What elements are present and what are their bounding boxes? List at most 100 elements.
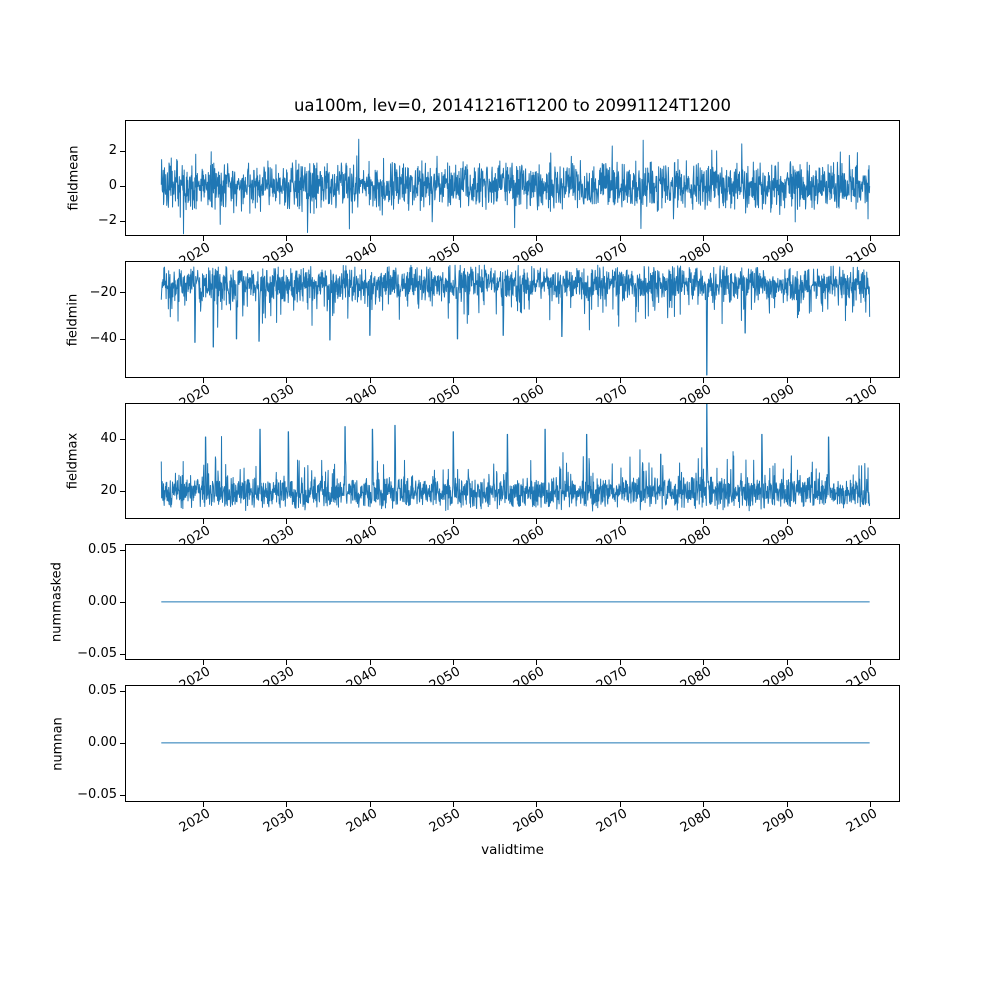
xtick-mark: [703, 236, 705, 242]
ytick-mark: [120, 794, 125, 796]
series-plot-fieldmin: [160, 264, 871, 376]
xtick-mark: [536, 377, 538, 383]
ytick-label: −0.05: [77, 787, 117, 803]
y-axis-label-fieldmin: fieldmin: [65, 293, 81, 346]
line-series-fieldmax: [160, 403, 871, 512]
xtick-label: 2060: [510, 805, 547, 836]
x-axis-label: validtime: [481, 842, 544, 858]
xtick-mark: [202, 801, 204, 807]
xtick-mark: [202, 660, 204, 666]
ytick-mark: [120, 338, 125, 340]
xtick-mark: [870, 801, 871, 807]
xtick-mark: [870, 236, 871, 242]
xtick-mark: [870, 519, 871, 525]
xtick-label: 2050: [427, 805, 464, 836]
ytick-mark: [120, 490, 125, 492]
subplot-nummasked: 0.05 0.00 −0.05: [77, 542, 900, 666]
series-plot-nummasked: [161, 601, 870, 603]
xtick-mark: [286, 377, 288, 383]
ytick-mark: [120, 185, 125, 187]
xtick-label: 2030: [260, 805, 297, 836]
xtick-mark: [202, 377, 204, 383]
xtick-mark: [369, 801, 371, 807]
ytick-mark: [120, 292, 125, 294]
xtick-mark: [536, 236, 538, 242]
line-series-fieldmin: [160, 264, 871, 376]
ytick-label: −0.05: [77, 646, 117, 661]
xtick-label: 2040: [343, 805, 381, 836]
xtick-mark: [453, 801, 454, 807]
xtick-mark: [536, 519, 538, 525]
xtick-mark: [202, 519, 204, 525]
xtick-label: 2070: [594, 805, 631, 836]
xtick-mark: [703, 660, 705, 666]
ytick-mark: [120, 653, 125, 655]
xtick-mark: [786, 801, 788, 807]
xtick-mark: [453, 660, 454, 666]
xtick-mark: [786, 519, 788, 525]
ytick-label: 20: [100, 483, 117, 499]
xtick-mark: [286, 519, 288, 525]
line-series-fieldmean: [160, 138, 871, 235]
series-plot-numnan: [161, 742, 870, 744]
y-axis-label-fieldmax: fieldmax: [65, 432, 81, 489]
xtick-mark: [619, 377, 621, 383]
subplot-fieldmin: −20 −40: [90, 261, 900, 383]
xtick-mark: [786, 660, 788, 666]
xtick-mark: [703, 801, 705, 807]
xtick-mark: [870, 377, 871, 383]
ytick-mark: [120, 742, 125, 744]
ytick-label: 0: [108, 178, 117, 193]
ytick-label: −2: [97, 213, 117, 228]
ytick-label: 0.05: [88, 683, 117, 699]
xtick-label: 2020: [177, 805, 214, 836]
xtick-mark: [536, 801, 538, 807]
ytick-label: 2: [108, 143, 117, 158]
ytick-label: 0.00: [88, 735, 117, 751]
xtick-mark: [202, 236, 204, 242]
xtick-mark: [453, 377, 454, 383]
xtick-mark: [286, 801, 288, 807]
xtick-label: 2080: [677, 805, 714, 836]
xtick-mark: [870, 660, 871, 666]
subplot-fieldmax: 40 20: [100, 402, 900, 525]
xtick-mark: [619, 660, 621, 666]
xtick-mark: [453, 519, 454, 525]
ytick-label: −20: [89, 284, 117, 300]
xtick-mark: [369, 377, 371, 383]
ytick-label: 40: [100, 431, 117, 447]
y-axis-label-numnan: numnan: [50, 716, 66, 771]
xtick-mark: [453, 236, 454, 242]
ytick-mark: [120, 601, 125, 603]
xtick-mark: [286, 660, 288, 666]
ytick-label: 0.00: [88, 594, 117, 609]
ytick-mark: [120, 150, 125, 152]
ytick-mark: [120, 549, 125, 551]
xtick-mark: [286, 236, 288, 242]
xtick-mark: [619, 519, 621, 525]
xtick-mark: [786, 377, 788, 383]
figure-title: ua100m, lev=0, 20141216T1200 to 20991124…: [293, 96, 732, 115]
ytick-mark: [120, 438, 125, 440]
xtick-mark: [619, 236, 621, 242]
xtick-mark: [619, 801, 621, 807]
series-plot-fieldmean: [160, 138, 871, 235]
ytick-label: −40: [89, 331, 117, 347]
xtick-mark: [703, 377, 705, 383]
y-axis-label-nummasked: nummasked: [49, 562, 65, 643]
xtick-mark: [369, 519, 371, 525]
xtick-mark: [536, 660, 538, 666]
xtick-mark: [369, 236, 371, 242]
ytick-mark: [120, 220, 125, 222]
subplot-fieldmean: 2 0 −2: [98, 120, 900, 242]
series-plot-fieldmax: [160, 403, 871, 512]
xtick-mark: [786, 236, 788, 242]
xtick-mark: [369, 660, 371, 666]
ytick-mark: [120, 690, 125, 692]
xtick-label: 2100: [844, 805, 881, 836]
y-axis-label-fieldmean: fieldmean: [66, 145, 82, 211]
subplot-numnan: 0.05 0.00 −0.05: [77, 683, 900, 807]
xtick-mark: [703, 519, 705, 525]
ytick-label: 0.05: [88, 542, 117, 558]
